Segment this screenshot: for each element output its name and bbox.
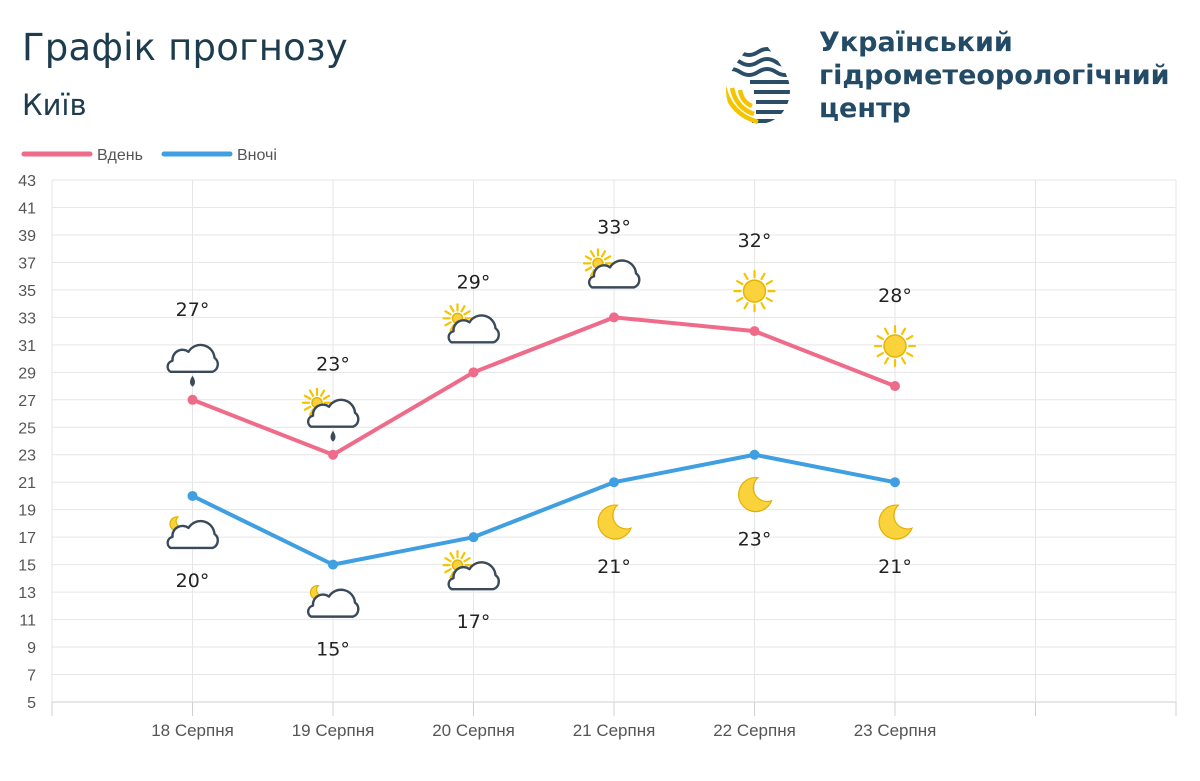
partly-cloudy-icon bbox=[442, 303, 500, 344]
data-point[interactable] bbox=[187, 490, 198, 501]
y-tick-label: 5 bbox=[27, 695, 36, 712]
y-tick-label: 41 bbox=[18, 200, 36, 217]
day-temp-label: 32° bbox=[738, 230, 772, 252]
moon-icon bbox=[597, 504, 633, 540]
y-tick-label: 17 bbox=[18, 530, 36, 547]
axis-ticks: 5 7 9 11 13 15 17 19 21 23 25 27 29 31 33 35 37 39 41 43 18 … bbox=[18, 173, 936, 740]
series-line bbox=[191, 452, 896, 567]
y-tick-label: 37 bbox=[18, 255, 36, 272]
night-temp-label: 15° bbox=[316, 639, 350, 661]
data-point[interactable] bbox=[890, 381, 900, 392]
y-tick-label: 25 bbox=[18, 420, 36, 437]
ukrhydromet-logo[interactable]: Український гідрометеорологічний центр bbox=[722, 26, 1182, 128]
y-tick-label: 31 bbox=[18, 338, 36, 355]
logo-line-2: гідрометеорологічний bbox=[819, 60, 1170, 91]
day-temp-label: 33° bbox=[597, 216, 631, 238]
logo-line-1: Український bbox=[819, 27, 1013, 58]
y-tick-label: 13 bbox=[18, 585, 36, 602]
logo-text: Український гідрометеорологічний центр bbox=[819, 26, 1170, 125]
chart-legend: Вдень Вночі bbox=[21, 147, 277, 164]
data-point[interactable] bbox=[187, 394, 198, 405]
night-temp-label: 21° bbox=[878, 556, 912, 578]
night-cloudy-icon bbox=[306, 585, 360, 618]
legend-label[interactable]: Вдень bbox=[97, 147, 143, 164]
partly-cloudy-icon bbox=[442, 550, 500, 591]
day-temp-label: 29° bbox=[457, 271, 491, 293]
night-temp-label: 21° bbox=[597, 556, 631, 578]
page-title: Графік прогнозу bbox=[22, 26, 348, 69]
y-tick-label: 21 bbox=[18, 475, 36, 492]
y-tick-label: 11 bbox=[19, 613, 36, 630]
hydromet-drop-icon bbox=[726, 30, 790, 124]
day-temp-label: 28° bbox=[878, 285, 912, 307]
data-point[interactable] bbox=[609, 477, 619, 488]
data-labels: 27° 23° 29° 33° 32° 28° 20° 15° 17° 21° 23° 21° bbox=[176, 216, 912, 660]
y-tick-label: 9 bbox=[27, 640, 36, 657]
y-tick-label: 29 bbox=[18, 365, 36, 382]
logo-line-3: центр bbox=[819, 93, 911, 124]
cloud-rain-icon bbox=[166, 343, 219, 387]
data-point[interactable] bbox=[468, 532, 479, 543]
data-point[interactable] bbox=[609, 312, 619, 323]
partly-cloudy-rain-icon bbox=[301, 387, 360, 442]
x-tick-label: 20 Серпня bbox=[432, 721, 515, 740]
y-tick-label: 33 bbox=[18, 310, 36, 327]
x-tick-label: 19 Серпня bbox=[292, 721, 375, 740]
x-tick-label: 23 Серпня bbox=[854, 721, 937, 740]
series-line bbox=[191, 315, 896, 457]
data-point[interactable] bbox=[749, 449, 760, 460]
data-point[interactable] bbox=[328, 559, 338, 570]
weather-icons bbox=[166, 248, 917, 618]
day-temp-label: 27° bbox=[176, 299, 210, 321]
night-temp-label: 20° bbox=[176, 570, 210, 592]
y-tick-label: 23 bbox=[18, 448, 36, 465]
night-cloudy-icon bbox=[166, 516, 219, 550]
night-temp-label: 17° bbox=[457, 611, 491, 633]
data-point[interactable] bbox=[890, 477, 900, 488]
x-tick-label: 18 Серпня bbox=[151, 721, 234, 740]
series-lines bbox=[187, 312, 900, 570]
y-tick-label: 43 bbox=[18, 173, 36, 190]
data-point[interactable] bbox=[468, 367, 479, 378]
sun-icon bbox=[873, 324, 917, 368]
day-temp-label: 23° bbox=[316, 354, 350, 376]
y-tick-label: 15 bbox=[18, 558, 36, 575]
y-tick-label: 39 bbox=[18, 228, 36, 245]
data-point[interactable] bbox=[749, 326, 760, 337]
moon-icon bbox=[738, 477, 773, 513]
city-name: Київ bbox=[22, 88, 87, 122]
y-tick-label: 19 bbox=[18, 503, 36, 520]
x-tick-label: 22 Серпня bbox=[713, 721, 796, 740]
moon-icon bbox=[878, 504, 914, 540]
chart-grid bbox=[51, 179, 1177, 716]
partly-cloudy-icon bbox=[582, 248, 641, 289]
night-temp-label: 23° bbox=[738, 529, 772, 551]
x-tick-label: 21 Серпня bbox=[573, 721, 656, 740]
y-tick-label: 35 bbox=[18, 283, 36, 300]
legend-label[interactable]: Вночі bbox=[237, 147, 277, 164]
sun-icon bbox=[733, 270, 776, 313]
y-tick-label: 27 bbox=[18, 393, 36, 410]
data-point[interactable] bbox=[328, 449, 338, 460]
y-tick-label: 7 bbox=[27, 668, 36, 685]
